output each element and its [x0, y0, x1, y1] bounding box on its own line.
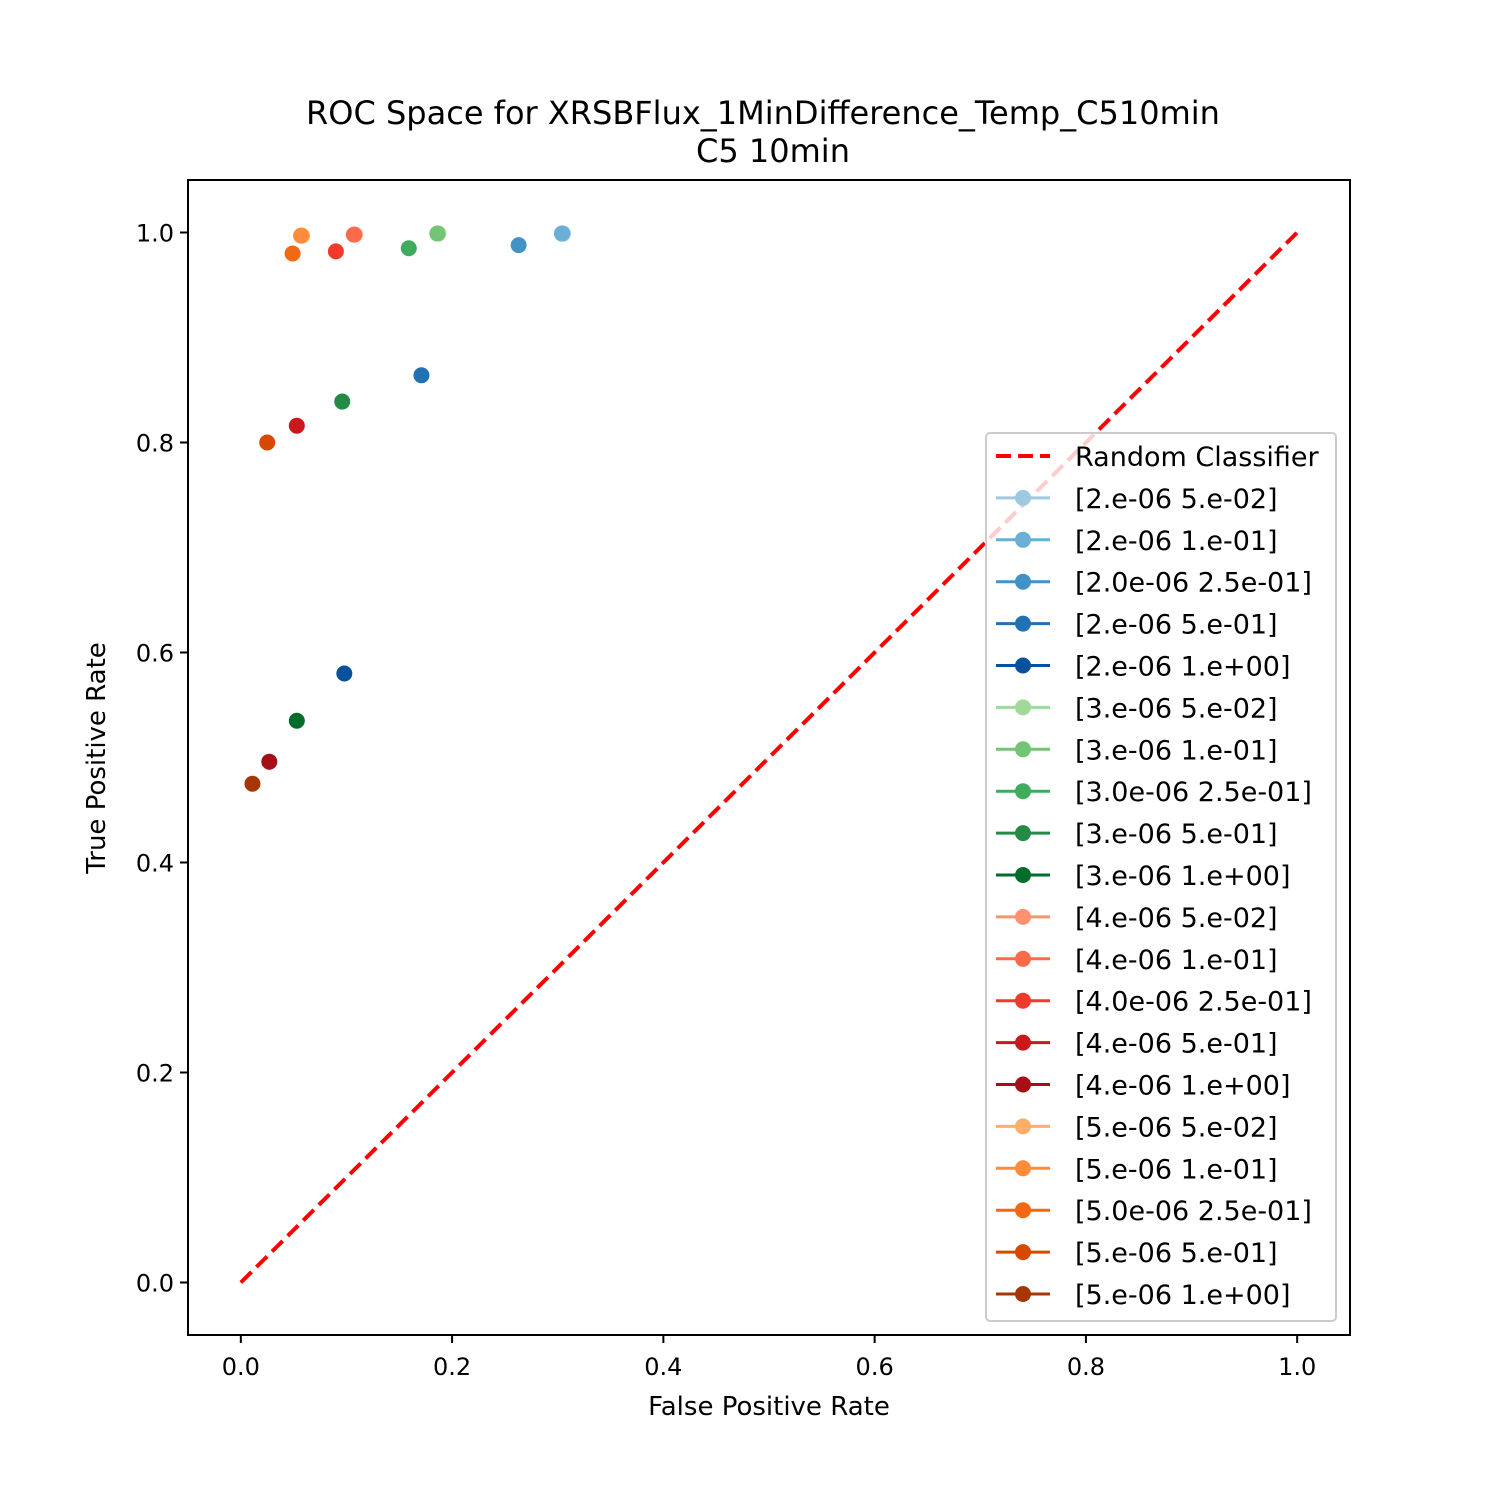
y-tick-label: 0.6	[136, 640, 174, 668]
data-point-2	[510, 237, 527, 254]
x-axis-label: False Positive Rate	[648, 1392, 890, 1422]
legend-label-random-classifier: Random Classifier	[1075, 442, 1320, 473]
legend-label-19: [5.e-06 1.e+00]	[1075, 1280, 1290, 1311]
legend-label-9: [3.e-06 1.e+00]	[1075, 861, 1290, 892]
data-point-11	[345, 226, 362, 243]
legend-marker-11	[1015, 950, 1031, 967]
legend-box	[985, 432, 1337, 1322]
x-tick-label: 0.2	[433, 1353, 471, 1381]
data-point-14	[261, 753, 278, 770]
legend-label-2: [2.0e-06 2.5e-01]	[1075, 568, 1312, 599]
y-axis-label: True Positive Rate	[82, 642, 112, 875]
legend-label-14: [4.e-06 1.e+00]	[1075, 1071, 1290, 1102]
legend-label-11: [4.e-06 1.e-01]	[1075, 945, 1278, 976]
y-tick-label: 1.0	[136, 220, 174, 248]
legend-marker-7	[1015, 783, 1031, 800]
legend-marker-2	[1015, 573, 1031, 590]
x-tick-label: 0.0	[222, 1353, 260, 1381]
chart-title: ROC Space for XRSBFlux_1MinDifference_Te…	[306, 94, 1220, 132]
legend: Random Classifier [2.e-06 5.e-02] [2.e-06 …	[985, 432, 1337, 1322]
legend-marker-13	[1015, 1034, 1031, 1051]
legend-marker-4	[1015, 657, 1031, 674]
data-point-9	[288, 712, 305, 729]
legend-marker-6	[1015, 741, 1031, 758]
legend-marker-10	[1015, 908, 1031, 925]
y-tick-label: 0.4	[136, 850, 174, 878]
legend-label-6: [3.e-06 1.e-01]	[1075, 735, 1278, 766]
legend-marker-18	[1015, 1244, 1031, 1261]
data-point-17	[284, 245, 301, 262]
legend-marker-19	[1015, 1286, 1031, 1302]
legend-marker-16	[1015, 1160, 1031, 1177]
legend-marker-3	[1015, 615, 1031, 632]
legend-label-3: [2.e-06 5.e-01]	[1075, 610, 1278, 641]
reference-line-layer	[239, 231, 1299, 1284]
x-axis-ticks: 0.0 0.2 0.4 0.6 0.8 1.0	[222, 1335, 1316, 1381]
legend-label-4: [2.e-06 1.e+00]	[1075, 652, 1290, 683]
data-point-1	[553, 225, 570, 242]
legend-marker-15	[1015, 1118, 1031, 1135]
legend-marker-5	[1015, 699, 1031, 716]
legend-label-8: [3.e-06 5.e-01]	[1075, 819, 1278, 850]
legend-marker-12	[1015, 992, 1031, 1009]
legend-label-0: [2.e-06 5.e-02]	[1075, 484, 1278, 515]
legend-label-12: [4.0e-06 2.5e-01]	[1075, 987, 1312, 1018]
legend-marker-14	[1015, 1076, 1031, 1093]
legend-marker-17	[1015, 1202, 1031, 1219]
legend-marker-9	[1015, 867, 1031, 883]
plot-area	[187, 179, 1351, 1336]
data-point-8	[334, 393, 351, 410]
legend-label-10: [4.e-06 5.e-02]	[1075, 903, 1278, 934]
data-point-13	[288, 417, 305, 434]
data-point-6	[429, 225, 446, 242]
legend-label-16: [5.e-06 1.e-01]	[1075, 1154, 1278, 1185]
data-point-7	[400, 240, 417, 257]
data-point-3	[413, 367, 430, 384]
legend-label-5: [3.e-06 5.e-02]	[1075, 693, 1278, 724]
chart-subtitle: C5 10min	[696, 132, 850, 170]
legend-label-17: [5.0e-06 2.5e-01]	[1075, 1196, 1312, 1227]
data-point-19	[244, 775, 261, 792]
y-axis-ticks: 0.0 0.2 0.4 0.6 0.8 1.0	[136, 220, 188, 1298]
x-tick-label: 0.6	[856, 1353, 894, 1381]
axes-frame	[187, 179, 1351, 1336]
y-tick-label: 0.8	[136, 430, 174, 458]
legend-label-7: [3.0e-06 2.5e-01]	[1075, 777, 1312, 808]
data-point-12	[327, 243, 344, 260]
legend-label-15: [5.e-06 5.e-02]	[1075, 1112, 1278, 1143]
data-points	[244, 225, 572, 792]
y-tick-label: 0.2	[136, 1060, 174, 1088]
legend-marker-0	[1015, 489, 1031, 506]
x-tick-label: 0.8	[1067, 1353, 1105, 1381]
legend-marker-8	[1015, 825, 1031, 842]
data-point-4	[336, 665, 353, 682]
legend-marker-1	[1015, 531, 1031, 548]
legend-label-1: [2.e-06 1.e-01]	[1075, 526, 1278, 557]
x-tick-label: 0.4	[644, 1353, 682, 1381]
legend-label-13: [4.e-06 5.e-01]	[1075, 1029, 1278, 1060]
random-classifier-line	[239, 231, 1299, 1284]
x-tick-label: 1.0	[1278, 1353, 1316, 1381]
y-tick-label: 0.0	[136, 1270, 174, 1298]
legend-items: Random Classifier [2.e-06 5.e-02] [2.e-06 …	[996, 442, 1320, 1311]
data-point-16	[293, 227, 310, 244]
data-point-18	[259, 434, 276, 451]
legend-label-18: [5.e-06 5.e-01]	[1075, 1238, 1278, 1269]
